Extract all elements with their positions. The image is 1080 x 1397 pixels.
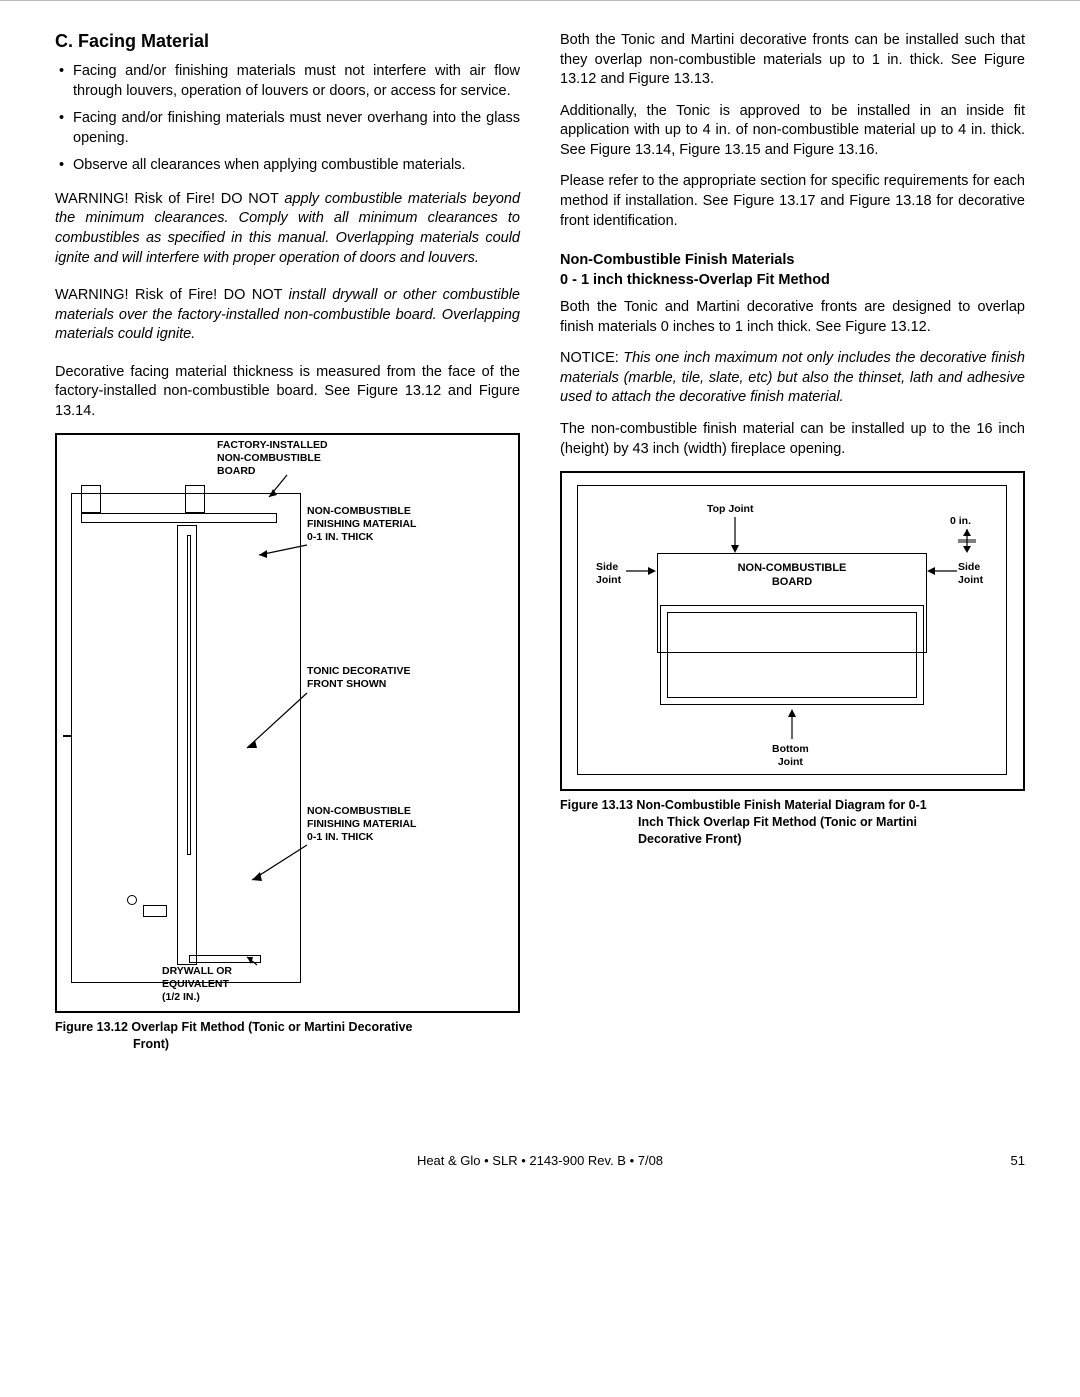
page: C. Facing Material Facing and/or finishi… (0, 0, 1080, 1188)
fig-label: Side Joint (958, 561, 983, 586)
caption-line: Decorative Front) (560, 831, 1025, 848)
warning-1: WARNING! Risk of Fire! DO NOT apply comb… (55, 190, 520, 268)
arrow-icon (307, 693, 367, 753)
page-footer: Heat & Glo • SLR • 2143-900 Rev. B • 7/0… (55, 1153, 1025, 1168)
sub-line: Non-Combustible Finish Materials (560, 252, 794, 268)
notice-prefix: NOTICE: (560, 350, 623, 366)
fig-shape (81, 485, 101, 513)
warning-prefix: WARNING! Risk of Fire! DO NOT (55, 287, 289, 303)
fig-label: NON-COMBUSTIBLE FINISHING MATERIAL 0-1 I… (307, 505, 416, 543)
fig-shape (143, 905, 167, 917)
fig-opening (660, 605, 924, 705)
paragraph: The non-combustible finish material can … (560, 420, 1025, 459)
footer-page-number: 51 (1011, 1153, 1025, 1168)
caption-line: Inch Thick Overlap Fit Method (Tonic or … (560, 814, 1025, 831)
fig-label: Top Joint (707, 503, 753, 516)
caption-line: Figure 13.12 Overlap Fit Method (Tonic o… (55, 1020, 412, 1034)
arrow-icon (787, 709, 797, 743)
arrow-icon (626, 567, 660, 575)
right-column: Both the Tonic and Martini decorative fr… (560, 31, 1025, 1053)
fig-shape (81, 513, 277, 523)
fig-label: NON-COMBUSTIBLE FINISHING MATERIAL 0-1 I… (307, 805, 416, 843)
fig-vbar (187, 535, 191, 855)
paragraph: Decorative facing material thickness is … (55, 363, 520, 422)
fig-tick (63, 735, 71, 737)
sub-heading: Non-Combustible Finish Materials 0 - 1 i… (560, 251, 1025, 290)
bullet-list: Facing and/or finishing materials must n… (55, 62, 520, 176)
caption-line: Front) (55, 1036, 520, 1053)
paragraph: Both the Tonic and Martini decorative fr… (560, 31, 1025, 90)
warning-2: WARNING! Risk of Fire! DO NOT install dr… (55, 286, 520, 345)
paragraph: Please refer to the appropriate section … (560, 172, 1025, 231)
fig-shape (185, 485, 205, 513)
notice: NOTICE: This one inch maximum not only i… (560, 349, 1025, 408)
section-heading: C. Facing Material (55, 31, 520, 52)
arrow-icon (307, 845, 367, 885)
fig-label: 0 in. (950, 515, 971, 528)
arrow-icon (730, 517, 740, 557)
figure-13-13: Top Joint 0 in. Side Joint NON-COMBUSTIB… (560, 471, 1025, 791)
left-column: C. Facing Material Facing and/or finishi… (55, 31, 520, 1053)
caption-line: Figure 13.13 Non-Combustible Finish Mate… (560, 798, 927, 812)
figure-caption: Figure 13.12 Overlap Fit Method (Tonic o… (55, 1019, 520, 1053)
arrow-icon (307, 545, 347, 565)
fig-label: TONIC DECORATIVE FRONT SHOWN (307, 665, 410, 690)
arrow-icon (927, 567, 961, 575)
fig-label: DRYWALL OR EQUIVALENT (1/2 IN.) (162, 965, 232, 1003)
bullet-item: Observe all clearances when applying com… (73, 156, 520, 176)
fig-label: Bottom Joint (772, 743, 809, 768)
footer-center: Heat & Glo • SLR • 2143-900 Rev. B • 7/0… (55, 1153, 1025, 1168)
figure-caption: Figure 13.13 Non-Combustible Finish Mate… (560, 797, 1025, 848)
notice-italic: This one inch maximum not only includes … (560, 350, 1025, 405)
bullet-item: Facing and/or finishing materials must n… (73, 62, 520, 101)
fig-label: Side Joint (596, 561, 621, 586)
fig-board-label: NON-COMBUSTIBLE BOARD (738, 562, 847, 588)
paragraph: Additionally, the Tonic is approved to b… (560, 102, 1025, 161)
bullet-item: Facing and/or finishing materials must n… (73, 109, 520, 148)
sub-line: 0 - 1 inch thickness-Overlap Fit Method (560, 272, 830, 288)
fig-label: FACTORY-INSTALLED NON-COMBUSTIBLE BOARD (217, 439, 328, 477)
arrow-icon (962, 529, 972, 557)
figure-13-12: FACTORY-INSTALLED NON-COMBUSTIBLE BOARD … (55, 433, 520, 1013)
paragraph: Both the Tonic and Martini decorative fr… (560, 298, 1025, 337)
fig-shape (667, 612, 917, 698)
arrow-icon (257, 935, 287, 965)
warning-prefix: WARNING! Risk of Fire! DO NOT (55, 191, 284, 207)
two-column-layout: C. Facing Material Facing and/or finishi… (55, 31, 1025, 1053)
